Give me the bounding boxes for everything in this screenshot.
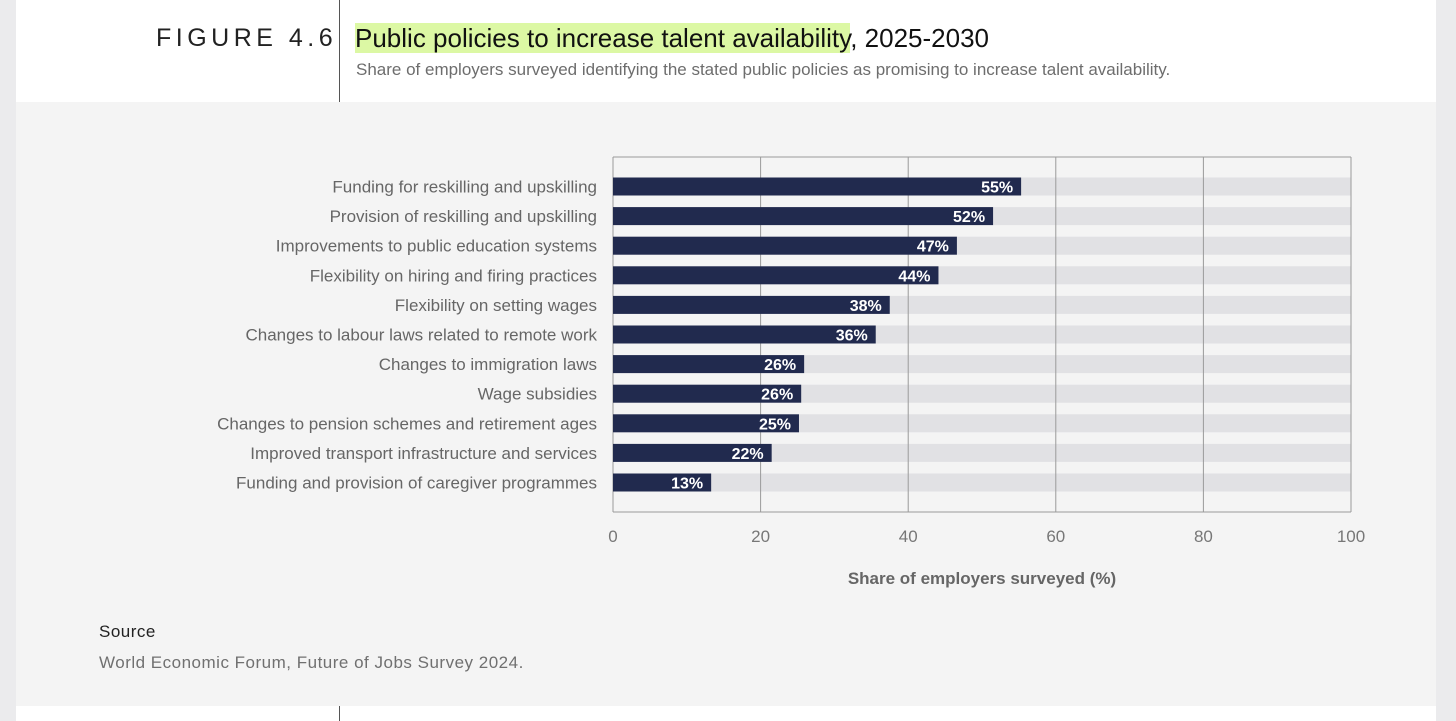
bar-value-label: 55% xyxy=(981,180,1013,197)
bar-value-label: 52% xyxy=(953,209,985,226)
figure-number: FIGURE 4.6 xyxy=(156,24,338,52)
figure-title-highlight: Public policies to increase talent avail… xyxy=(355,23,851,53)
x-axis-title: Share of employers surveyed (%) xyxy=(848,569,1116,588)
bar xyxy=(613,236,957,255)
bar xyxy=(613,177,1022,196)
x-tick-label: 100 xyxy=(1337,527,1365,546)
bar-value-label: 25% xyxy=(759,416,791,433)
x-tick-label: 40 xyxy=(899,527,918,546)
bar-value-label: 13% xyxy=(671,476,703,493)
bar-track xyxy=(613,443,1351,462)
figure-title-years: , 2025-2030 xyxy=(850,23,990,53)
source-label: Source xyxy=(99,622,156,641)
bar xyxy=(613,384,802,403)
category-label: Improved transport infrastructure and se… xyxy=(250,444,597,463)
x-tick-label: 20 xyxy=(751,527,770,546)
source-text: World Economic Forum, Future of Jobs Sur… xyxy=(99,653,524,672)
bar xyxy=(613,473,712,492)
figure-title: Public policies to increase talent avail… xyxy=(355,23,989,54)
category-label: Funding for reskilling and upskilling xyxy=(332,178,597,197)
report-page: FIGURE 4.6 Public policies to increase t… xyxy=(16,0,1436,721)
bar-value-label: 26% xyxy=(764,357,796,374)
bar xyxy=(613,266,939,285)
figure-header: FIGURE 4.6 Public policies to increase t… xyxy=(16,0,1436,102)
bar-value-label: 22% xyxy=(732,446,764,463)
chart-panel: 55% Funding for reskilling and upskilling… xyxy=(16,102,1436,706)
bar-chart: 55% Funding for reskilling and upskilling… xyxy=(217,156,1365,588)
bar-value-label: 36% xyxy=(836,328,868,345)
figure-subtitle: Share of employers surveyed identifying … xyxy=(356,60,1171,79)
category-label: Flexibility on hiring and firing practic… xyxy=(310,266,597,285)
category-label: Improvements to public education systems xyxy=(276,237,597,256)
next-section-divider xyxy=(339,706,340,721)
category-label: Flexibility on setting wages xyxy=(395,296,597,315)
bar xyxy=(613,443,772,462)
x-tick-label: 60 xyxy=(1046,527,1065,546)
bar-value-label: 44% xyxy=(898,268,930,285)
x-tick-label: 0 xyxy=(608,527,617,546)
category-label: Funding and provision of caregiver progr… xyxy=(236,474,597,493)
bar-value-label: 26% xyxy=(761,387,793,404)
x-tick-label: 80 xyxy=(1194,527,1213,546)
bar-value-label: 38% xyxy=(850,298,882,315)
bar xyxy=(613,414,799,433)
category-label: Wage subsidies xyxy=(478,385,597,404)
category-label: Changes to labour laws related to remote… xyxy=(245,326,597,345)
bar-value-label: 47% xyxy=(917,239,949,256)
bar xyxy=(613,355,805,374)
category-label: Provision of reskilling and upskilling xyxy=(330,207,597,226)
category-label: Changes to pension schemes and retiremen… xyxy=(217,414,597,433)
bar xyxy=(613,295,890,314)
bar-track xyxy=(613,473,1351,492)
bar xyxy=(613,325,876,344)
bar xyxy=(613,207,994,226)
header-divider xyxy=(339,0,340,102)
category-label: Changes to immigration laws xyxy=(379,355,597,374)
